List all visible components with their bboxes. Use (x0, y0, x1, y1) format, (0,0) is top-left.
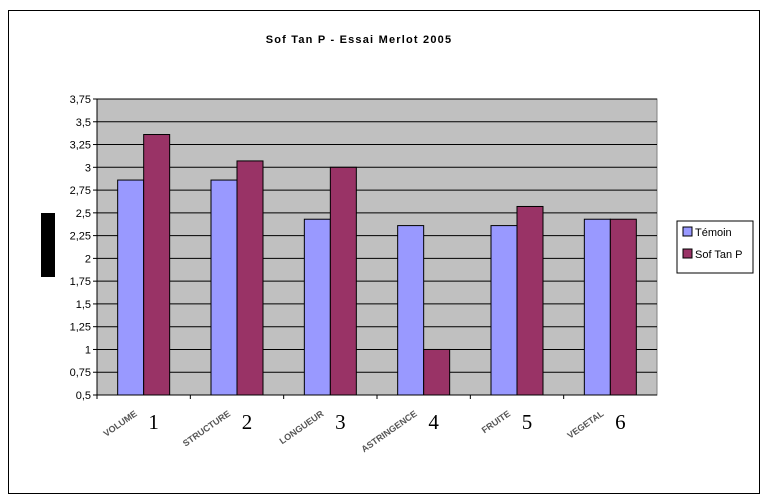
chart-title: Sof Tan P - Essai Merlot 2005 (266, 34, 453, 46)
legend: Témoin Sof Tan P (676, 220, 754, 274)
category-number: 6 (615, 410, 626, 434)
legend-swatch (682, 226, 693, 237)
left-black-marker (41, 213, 55, 277)
bar-temoin (397, 225, 425, 396)
legend-swatch (682, 248, 693, 259)
plot-background (96, 98, 658, 396)
legend-label: Témoin (695, 227, 732, 239)
legend-label: Sof Tan P (695, 249, 743, 261)
chart-svg: Sof Tan P - Essai Merlot 2005 0,5 0,75 1 1,… (41, 34, 754, 454)
category-number: 4 (428, 410, 439, 434)
bar-softanp (609, 218, 637, 396)
plot-area: 0,5 0,75 1 1,25 1,5 1,75 2 2,25 2,5 2,75 3 3,25 3,5 3… (70, 94, 658, 454)
legend-box (676, 220, 754, 274)
y-tick-label: 2,75 (70, 185, 91, 197)
y-tick-label: 3,5 (76, 117, 91, 129)
y-tick-label: 0,5 (76, 390, 91, 402)
y-tick-label: 1,25 (70, 322, 91, 334)
bar-softanp (329, 166, 357, 396)
bar-softanp (143, 134, 171, 396)
y-tick-label: 2,5 (76, 208, 91, 220)
category-number: 2 (242, 410, 253, 434)
y-tick-label: 1,5 (76, 299, 91, 311)
bar-temoin (490, 225, 518, 396)
bar-temoin (303, 218, 331, 396)
y-tick-label: 3,75 (70, 94, 91, 106)
bar-temoin (210, 179, 238, 396)
y-tick-label: 2 (85, 253, 91, 265)
category-label: FRUITE (480, 408, 512, 435)
y-tick-label: 3,25 (70, 140, 91, 152)
bar-softanp (516, 205, 544, 396)
bar-temoin (117, 179, 145, 396)
y-tick-label: 2,25 (70, 231, 91, 243)
category-label: ASTRINGENCE (359, 408, 418, 454)
bar-softanp (423, 348, 451, 396)
category-label: LONGUEUR (278, 408, 326, 446)
y-tick-label: 0,75 (70, 367, 91, 379)
category-number: 3 (335, 410, 346, 434)
chart-area: Sof Tan P - Essai Merlot 2005 0,5 0,75 1 1,… (8, 10, 760, 494)
bar-softanp (236, 160, 264, 396)
category-label: STRUCTURE (181, 408, 232, 448)
y-tick-label: 1,75 (70, 276, 91, 288)
category-number: 1 (148, 410, 159, 434)
category-number: 5 (522, 410, 533, 434)
category-label: VOLUME (102, 408, 139, 438)
bar-temoin (583, 218, 611, 396)
y-tick-label: 1 (85, 344, 91, 356)
category-label: VEGETAL (565, 408, 605, 440)
y-tick-label: 3 (85, 162, 91, 174)
